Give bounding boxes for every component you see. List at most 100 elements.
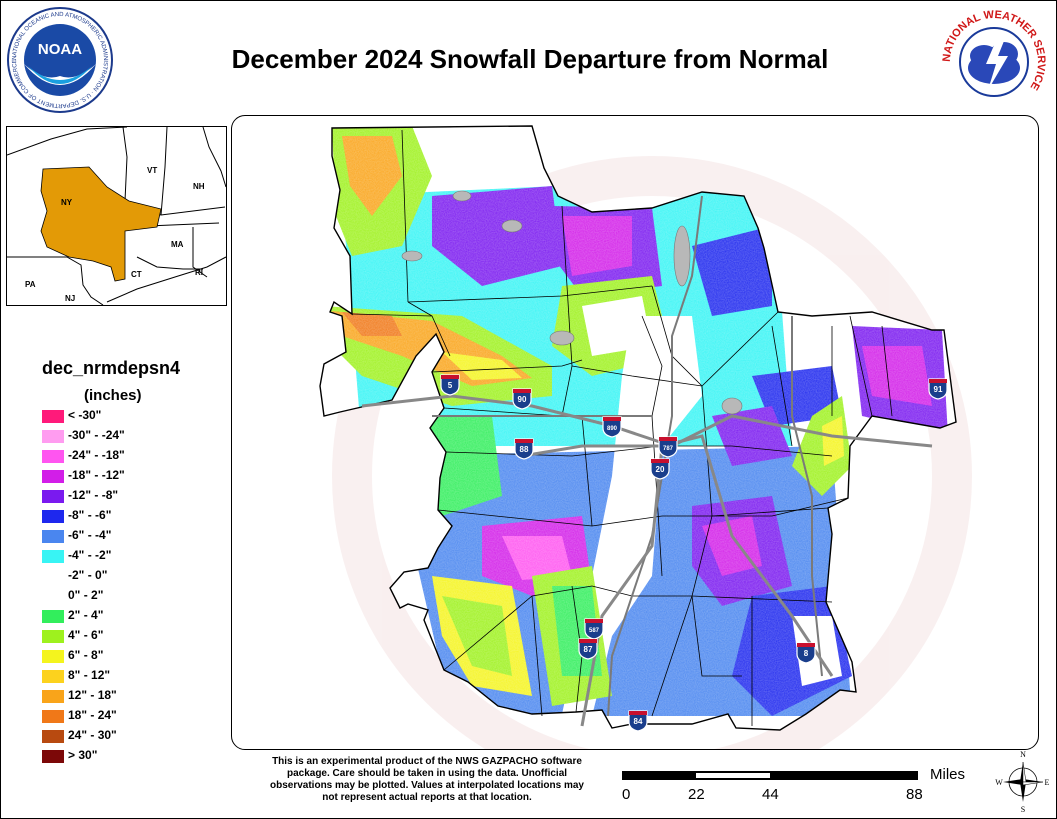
- scale-bar-graphic: [622, 771, 918, 780]
- highway-shield-label: 20: [656, 465, 665, 474]
- map-title: December 2024 Snowfall Departure from No…: [231, 44, 829, 74]
- legend-swatch: [42, 750, 64, 763]
- legend-item: 0" - 2": [42, 588, 192, 604]
- legend-units: (inches): [84, 387, 142, 404]
- legend-label: 24" - 30": [68, 728, 117, 742]
- legend-label: < -30": [68, 408, 102, 422]
- legend-item: -2" - 0": [42, 568, 192, 584]
- inset-label-pa: PA: [25, 280, 36, 289]
- highway-shield: 587: [584, 618, 604, 640]
- inset-label-ny: NY: [61, 198, 73, 207]
- snowfall-departure-map: 5 90 88 890 787 20 91 8 587 87 84: [319, 125, 972, 749]
- inset-locator-map: VT NH NY MA CT RI PA NJ: [6, 126, 227, 306]
- highway-shield: 84: [628, 710, 648, 732]
- legend-item: 8" - 12": [42, 668, 192, 684]
- noaa-logo-text: NOAA: [38, 41, 82, 58]
- legend-item: > 30": [42, 748, 192, 764]
- inset-highlighted-region: [40, 166, 162, 282]
- legend-swatch: [42, 530, 64, 543]
- scale-tick-88: 88: [906, 786, 923, 803]
- legend-item: -8" - -6": [42, 508, 192, 524]
- highway-shield: 890: [602, 416, 622, 438]
- legend-title: dec_nrmdepsn4: [42, 358, 181, 378]
- highway-shield-label: 91: [934, 385, 943, 394]
- legend-swatch: [42, 690, 64, 703]
- legend-label: -30" - -24": [68, 428, 125, 442]
- legend-item: -24" - -18": [42, 448, 192, 464]
- legend-swatch: [42, 650, 64, 663]
- highway-shield: 87: [578, 638, 598, 660]
- legend-item: < -30": [42, 408, 192, 424]
- legend-item: 24" - 30": [42, 728, 192, 744]
- inset-label-nj: NJ: [65, 294, 75, 303]
- legend-swatch: [42, 590, 64, 603]
- legend-label: -8" - -6": [68, 508, 112, 522]
- legend-swatch: [42, 710, 64, 723]
- highway-shield-label: 88: [520, 445, 529, 454]
- legend-swatch: [42, 730, 64, 743]
- legend-item: -4" - -2": [42, 548, 192, 564]
- legend-label: -24" - -18": [68, 448, 125, 462]
- lakes: [401, 190, 743, 415]
- compass-rose-icon: N S E W: [995, 750, 1049, 814]
- highway-shield: 90: [512, 388, 532, 410]
- scale-unit: Miles: [930, 766, 966, 783]
- compass-s: S: [1021, 805, 1025, 814]
- highway-shield: 5: [440, 374, 460, 396]
- legend-item: 12" - 18": [42, 688, 192, 704]
- disclaimer-text: This is an experimental product of the N…: [270, 756, 584, 803]
- highway-shield: 91: [928, 378, 948, 400]
- scale-tick-0: 0: [622, 786, 631, 803]
- highway-shield: 88: [514, 438, 534, 460]
- scale-tick-44: 44: [762, 786, 779, 803]
- scale-tick-22: 22: [688, 786, 705, 803]
- legend-swatch: [42, 550, 64, 563]
- legend-label: 2" - 4": [68, 608, 104, 622]
- legend-label: 18" - 24": [68, 708, 117, 722]
- legend-item: 18" - 24": [42, 708, 192, 724]
- legend-item: 2" - 4": [42, 608, 192, 624]
- inset-label-ma: MA: [171, 240, 184, 249]
- legend-label: 0" - 2": [68, 588, 104, 602]
- legend-label: 4" - 6": [68, 628, 104, 642]
- legend-swatch: [42, 510, 64, 523]
- inset-map-graphic: VT NH NY MA CT RI PA NJ: [6, 126, 227, 306]
- legend-swatch: [42, 630, 64, 643]
- legend-item: -30" - -24": [42, 428, 192, 444]
- highway-shield: 20: [650, 458, 670, 480]
- highway-shield-label: 5: [448, 381, 453, 390]
- legend-label: -6" - -4": [68, 528, 112, 542]
- legend-swatch: [42, 430, 64, 443]
- compass-w: W: [995, 778, 1003, 787]
- legend-label: -18" - -12": [68, 468, 125, 482]
- legend-swatch: [42, 470, 64, 483]
- legend-item: 6" - 8": [42, 648, 192, 664]
- legend-swatch: [42, 490, 64, 503]
- nws-logo: NATIONAL WEATHER SERVICE: [941, 9, 1047, 114]
- highway-shield-label: 890: [607, 426, 618, 432]
- legend-label: 8" - 12": [68, 668, 111, 682]
- legend-label: -2" - 0": [68, 568, 108, 582]
- inset-label-ct: CT: [131, 270, 142, 279]
- legend-swatch: [42, 610, 64, 623]
- legend-item: 4" - 6": [42, 628, 192, 644]
- highway-shield-label: 8: [804, 649, 809, 658]
- legend-label: 12" - 18": [68, 688, 117, 702]
- legend-swatch: [42, 570, 64, 583]
- inset-label-ri: RI: [195, 268, 203, 277]
- legend-label: > 30": [68, 748, 98, 762]
- highway-shield-label: 587: [589, 628, 600, 634]
- highway-shield-label: 787: [663, 446, 674, 452]
- interstate-highways: [361, 394, 933, 727]
- legend-label: -4" - -2": [68, 548, 112, 562]
- legend-item: -6" - -4": [42, 528, 192, 544]
- highway-shield: 787: [658, 436, 678, 458]
- legend-item: -18" - -12": [42, 468, 192, 484]
- inset-label-vt: VT: [147, 166, 157, 175]
- highway-shield-label: 84: [634, 717, 643, 726]
- legend-swatch: [42, 410, 64, 423]
- highway-shield-label: 90: [518, 395, 527, 404]
- highway-shield-label: 87: [584, 645, 593, 654]
- legend-item: -12" - -8": [42, 488, 192, 504]
- region-outline: [319, 125, 957, 731]
